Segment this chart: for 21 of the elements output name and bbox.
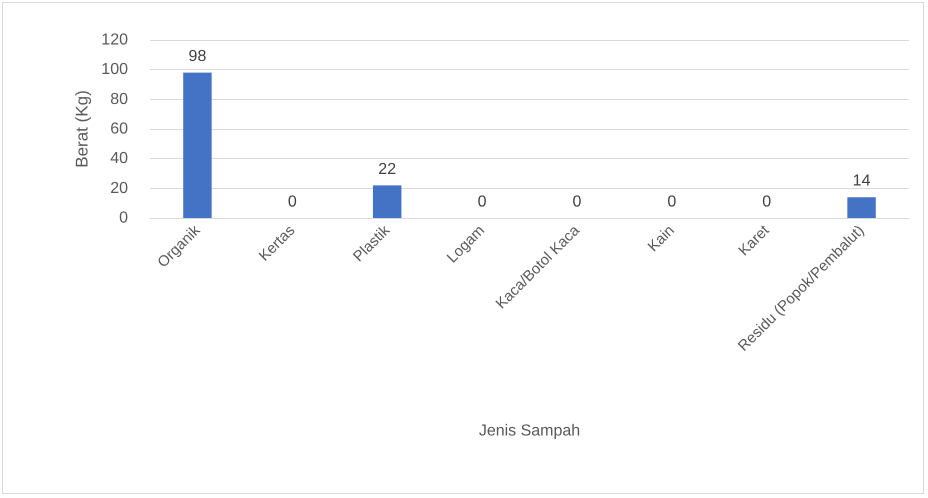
data-label: 0 [667, 194, 676, 210]
x-tick-label: Kain [644, 222, 678, 256]
data-label: 0 [572, 194, 582, 210]
bar [183, 72, 212, 218]
bar [372, 185, 402, 218]
y-tick-label: 20 [110, 180, 128, 197]
y-tick-label: 100 [101, 61, 128, 78]
data-label: 0 [762, 194, 772, 210]
y-axis-title: Berat (Kg) [72, 90, 92, 168]
data-label: 22 [378, 160, 396, 178]
data-label: 14 [852, 172, 871, 190]
y-tick-label: 40 [110, 150, 128, 168]
bar [847, 197, 876, 218]
data-label: 98 [188, 48, 206, 66]
y-tick-label: 60 [110, 120, 128, 138]
data-label: 0 [288, 194, 297, 210]
y-tick-label: 0 [119, 210, 128, 226]
y-tick-label: 120 [101, 32, 128, 48]
data-label: 0 [478, 194, 487, 210]
y-tick-label: 80 [110, 90, 128, 108]
x-axis-title: Jenis Sampah [478, 422, 580, 440]
